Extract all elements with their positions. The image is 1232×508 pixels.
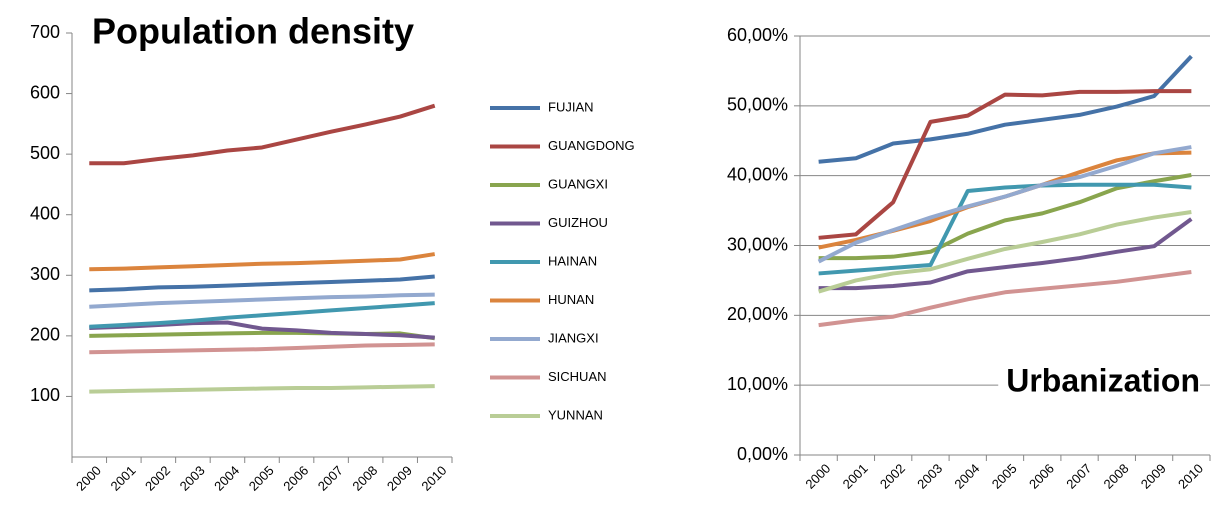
series-line bbox=[818, 210, 1192, 294]
series-line bbox=[818, 182, 1192, 276]
x-tick-label: 2004 bbox=[951, 461, 982, 492]
x-tick-label: 2001 bbox=[108, 463, 139, 494]
series-line bbox=[89, 274, 435, 293]
y-tick-label: 400 bbox=[30, 203, 60, 223]
x-tick-label: 2000 bbox=[73, 463, 104, 494]
x-tick-label: 2007 bbox=[315, 463, 346, 494]
x-tick-label: 2003 bbox=[177, 463, 208, 494]
legend-label: GUANGDONG bbox=[548, 138, 635, 153]
x-tick-label: 2002 bbox=[877, 461, 908, 492]
x-tick-label: 2006 bbox=[280, 463, 311, 494]
x-tick-label: 2006 bbox=[1026, 461, 1057, 492]
x-tick-label: 2009 bbox=[1138, 461, 1169, 492]
y-tick-label: 100 bbox=[30, 385, 60, 405]
legend-label: FUJIAN bbox=[548, 99, 594, 114]
x-tick-label: 2010 bbox=[1175, 461, 1206, 492]
y-tick-label: 700 bbox=[30, 22, 60, 42]
y-tick-label: 500 bbox=[30, 143, 60, 163]
x-tick-label: 2008 bbox=[1101, 461, 1132, 492]
series-line bbox=[89, 384, 435, 394]
series-line bbox=[89, 252, 436, 272]
legend-label: SICHUAN bbox=[548, 369, 607, 384]
x-tick-label: 2004 bbox=[211, 463, 242, 494]
x-tick-label: 2005 bbox=[989, 461, 1020, 492]
x-tick-label: 2009 bbox=[384, 463, 415, 494]
legend-label: GUANGXI bbox=[548, 176, 608, 191]
y-tick-label: 300 bbox=[30, 264, 60, 284]
chart-title: Urbanization bbox=[1006, 362, 1200, 398]
x-tick-label: 2001 bbox=[840, 461, 871, 492]
y-tick-label: 40,00% bbox=[727, 164, 788, 184]
x-tick-label: 2007 bbox=[1063, 461, 1094, 492]
series-line bbox=[89, 103, 436, 166]
series-line bbox=[818, 150, 1192, 250]
y-tick-label: 200 bbox=[30, 325, 60, 345]
y-tick-label: 10,00% bbox=[727, 374, 788, 394]
x-tick-label: 2000 bbox=[802, 461, 833, 492]
legend-label: HUNAN bbox=[548, 292, 594, 307]
chart-title: Population density bbox=[92, 11, 414, 52]
title-background bbox=[998, 362, 1200, 399]
x-tick-label: 2010 bbox=[418, 463, 449, 494]
legend-label: HAINAN bbox=[548, 253, 597, 268]
legend-label: GUIZHOU bbox=[548, 215, 608, 230]
y-tick-label: 60,00% bbox=[727, 25, 788, 45]
y-tick-label: 50,00% bbox=[727, 95, 788, 115]
y-tick-label: 30,00% bbox=[727, 234, 788, 254]
series-line bbox=[818, 270, 1192, 328]
x-tick-label: 2002 bbox=[142, 463, 173, 494]
series-line bbox=[817, 145, 1192, 264]
legend-label: JIANGXI bbox=[548, 330, 599, 345]
series-line bbox=[89, 342, 435, 355]
series-line bbox=[818, 54, 1193, 164]
series-line bbox=[89, 301, 435, 329]
series-line bbox=[818, 89, 1192, 240]
legend-label: YUNNAN bbox=[548, 407, 603, 422]
y-tick-label: 20,00% bbox=[727, 304, 788, 324]
x-tick-label: 2003 bbox=[914, 461, 945, 492]
y-tick-label: 0,00% bbox=[737, 444, 788, 464]
series-line bbox=[89, 292, 435, 309]
series-line bbox=[818, 217, 1193, 291]
x-tick-label: 2008 bbox=[349, 463, 380, 494]
y-tick-label: 600 bbox=[30, 82, 60, 102]
x-tick-label: 2005 bbox=[246, 463, 277, 494]
